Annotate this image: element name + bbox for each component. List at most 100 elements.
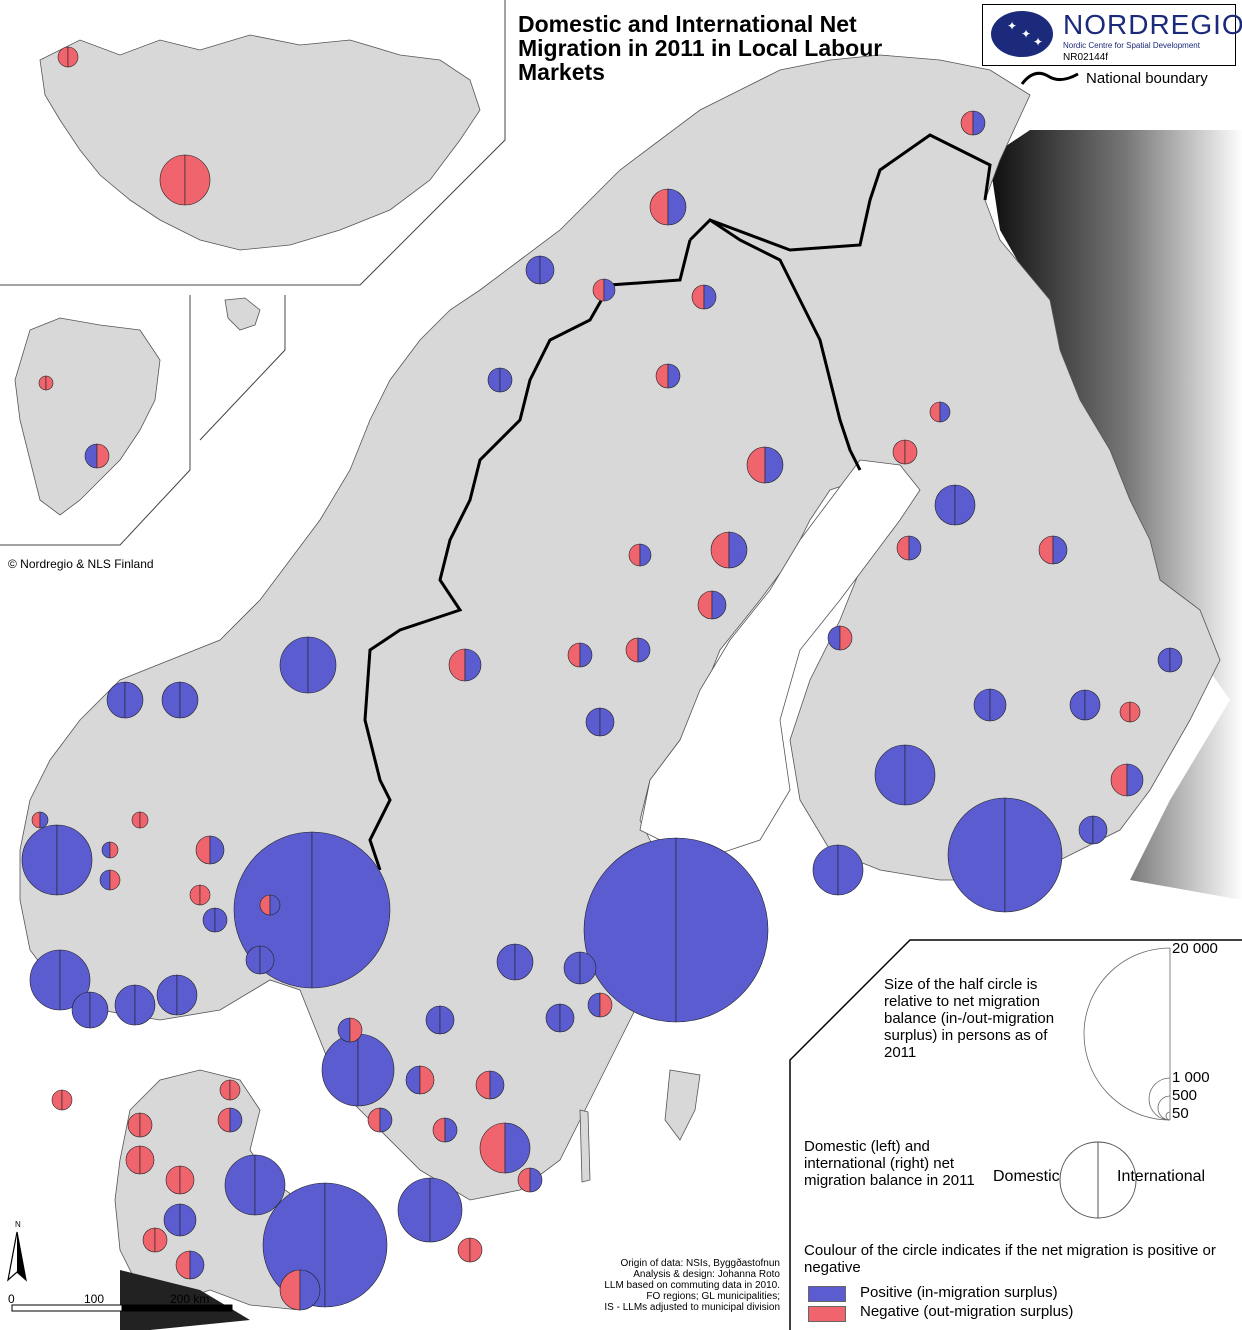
domestic-half-circle bbox=[71, 991, 91, 1029]
domestic-half-circle bbox=[625, 637, 639, 663]
international-half-circle bbox=[379, 1107, 393, 1133]
international-half-circle bbox=[89, 991, 109, 1029]
size-legend-text: Size of the half circle is relative to n… bbox=[884, 976, 1055, 1061]
credit-line: Origin of data: NSIs, Byggðastofnun bbox=[620, 1258, 780, 1269]
international-half-circle bbox=[357, 1033, 395, 1107]
international-half-circle bbox=[214, 907, 228, 933]
international-half-circle bbox=[667, 188, 687, 226]
international-half-circle bbox=[539, 255, 555, 285]
international-half-circle bbox=[56, 824, 93, 896]
domestic-half-circle bbox=[812, 844, 839, 896]
domestic-half-circle bbox=[457, 1237, 471, 1263]
domestic-half-circle bbox=[84, 443, 98, 469]
colour-legend-title: Coulour of the circle indicates if the n… bbox=[804, 1242, 1216, 1276]
domestic-half-circle bbox=[587, 992, 601, 1018]
international-half-circle bbox=[504, 1122, 531, 1174]
domestic-half-circle bbox=[195, 835, 211, 865]
migration-half-circles bbox=[21, 46, 1183, 1311]
domestic-half-circle bbox=[496, 943, 516, 981]
international-half-circle bbox=[939, 401, 951, 423]
domestic-half-circle bbox=[259, 894, 271, 916]
domestic-half-circle bbox=[517, 1167, 531, 1193]
domestic-half-circle bbox=[337, 1017, 351, 1043]
domestic-half-circle bbox=[691, 284, 705, 310]
domestic-half-circle bbox=[131, 811, 141, 829]
international-half-circle bbox=[764, 446, 784, 484]
domestic-half-circle bbox=[224, 1154, 256, 1216]
domestic-half-circle bbox=[279, 1269, 301, 1311]
domestic-half-circle bbox=[159, 154, 186, 206]
international-half-circle bbox=[134, 984, 156, 1026]
international-half-circle bbox=[189, 1250, 205, 1280]
international-half-circle bbox=[109, 869, 121, 891]
international-half-circle bbox=[299, 1269, 321, 1311]
international-half-circle bbox=[67, 46, 79, 68]
domestic-half-circle bbox=[929, 401, 941, 423]
domestic-half-circle bbox=[697, 590, 713, 620]
domestic-half-circle bbox=[934, 484, 956, 526]
domestic-half-circle bbox=[525, 255, 541, 285]
positive-swatch bbox=[808, 1286, 846, 1302]
international-half-circle bbox=[559, 1003, 575, 1033]
domestic-half-circle bbox=[21, 824, 58, 896]
international-half-circle bbox=[109, 841, 119, 859]
domestic-half-circle bbox=[189, 884, 201, 906]
international-half-circle bbox=[1169, 647, 1183, 673]
international-half-circle bbox=[349, 1017, 363, 1043]
size-value-20000: 20 000 bbox=[1172, 940, 1218, 957]
domestic-half-circle bbox=[31, 811, 41, 829]
international-half-circle bbox=[1126, 763, 1144, 797]
international-half-circle bbox=[675, 837, 769, 1023]
national-boundaries bbox=[363, 133, 992, 871]
gotland-island bbox=[664, 1069, 701, 1141]
split-legend-circle bbox=[1059, 1141, 1137, 1219]
international-half-circle bbox=[1084, 689, 1101, 721]
domestic-half-circle bbox=[161, 681, 181, 719]
boundary-legend-label: National boundary bbox=[1086, 70, 1208, 87]
iceland-landmass bbox=[39, 34, 481, 251]
domestic-half-circle bbox=[106, 681, 126, 719]
map-code: NR02144f bbox=[1063, 52, 1109, 63]
domestic-half-circle bbox=[1157, 647, 1171, 673]
international-half-circle bbox=[179, 681, 199, 719]
size-legend-circles bbox=[1083, 947, 1171, 1121]
domestic-half-circle bbox=[165, 1165, 181, 1195]
domestic-half-circle bbox=[960, 110, 974, 136]
north-arrow-icon bbox=[7, 1231, 27, 1282]
international-half-circle bbox=[96, 443, 110, 469]
north-label: N bbox=[15, 1220, 21, 1229]
domestic-half-circle bbox=[592, 278, 605, 302]
international-half-circle bbox=[711, 590, 727, 620]
domestic-half-circle bbox=[99, 869, 111, 891]
domestic-half-circle bbox=[125, 1145, 141, 1175]
international-half-circle bbox=[1092, 815, 1108, 845]
international-half-circle bbox=[124, 681, 144, 719]
international-half-circle bbox=[954, 484, 976, 526]
international-half-circle bbox=[179, 1165, 195, 1195]
logo-subtitle: Nordic Centre for Spatial Development bbox=[1063, 41, 1200, 50]
international-half-circle bbox=[229, 1079, 241, 1101]
faroe-islands bbox=[224, 297, 261, 331]
international-half-circle bbox=[599, 992, 613, 1018]
international-half-circle bbox=[139, 1112, 153, 1138]
international-half-circle bbox=[639, 543, 652, 567]
domestic-half-circle bbox=[1038, 535, 1054, 565]
nordregio-logo: ✦ ✦ ✦ NORDREGIO Nordic Centre for Spatia… bbox=[982, 4, 1242, 66]
international-half-circle bbox=[499, 367, 513, 393]
international-half-circle bbox=[637, 637, 651, 663]
international-half-circle bbox=[61, 1089, 73, 1111]
credit-line: IS - LLMs adjusted to municipal division bbox=[604, 1302, 780, 1313]
copyright: © Nordregio & NLS Finland bbox=[8, 557, 154, 571]
domestic-half-circle bbox=[163, 1203, 181, 1237]
domestic-half-circle bbox=[57, 46, 69, 68]
credits: Origin of data: NSIs, Byggðastofnun Anal… bbox=[548, 1258, 780, 1313]
boundary-legend: National boundary bbox=[1020, 66, 1240, 92]
domestic-half-circle bbox=[1110, 763, 1128, 797]
international-half-circle bbox=[444, 1117, 458, 1143]
international-half-circle bbox=[307, 636, 337, 694]
split-legend-text: Domestic (left) and international (right… bbox=[804, 1138, 975, 1189]
boundary-line-icon bbox=[1020, 71, 1079, 85]
domestic-half-circle bbox=[947, 797, 1006, 913]
domestic-half-circle bbox=[1078, 815, 1094, 845]
